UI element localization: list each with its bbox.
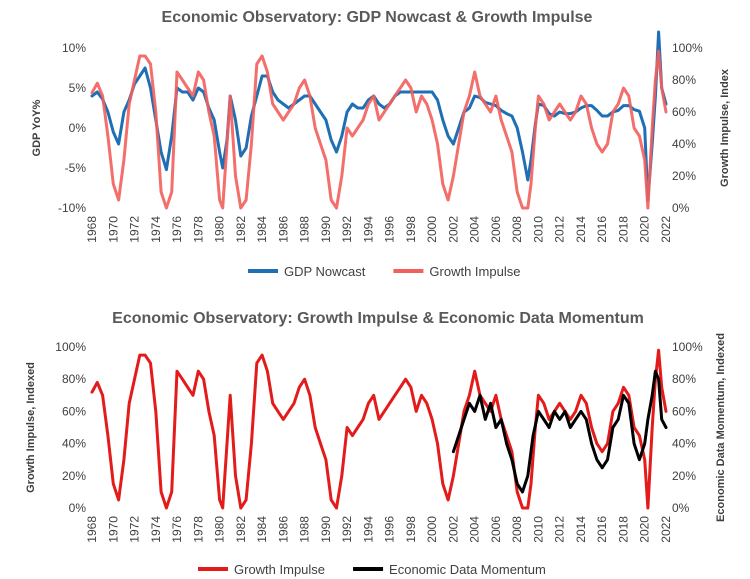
x-tick-label: 2000 [425, 216, 439, 243]
x-tick-label: 2008 [510, 216, 524, 243]
y-axis-label: Growth Impulse, Indexed [25, 362, 37, 493]
x-tick-label: 1976 [170, 216, 184, 243]
series-line-growth-impulse [90, 348, 668, 510]
y-tick-label: 10% [62, 41, 86, 55]
x-tick-label: 2006 [489, 516, 503, 543]
x-tick-label: 2012 [553, 216, 567, 243]
x-tick-label: 2006 [489, 216, 503, 243]
y2-tick-label: 20% [672, 169, 696, 183]
y-tick-label: 40% [62, 437, 86, 451]
x-tick-label: 2016 [595, 216, 609, 243]
x-tick-label: 1988 [298, 516, 312, 543]
x-tick-label: 1992 [340, 516, 354, 543]
x-tick-label: 2002 [446, 216, 460, 243]
gdp-nowcast-chart: Economic Observatory: GDP Nowcast & Grow… [31, 9, 731, 279]
x-tick-label: 1994 [361, 216, 375, 243]
x-tick-label: 2010 [531, 216, 545, 243]
y-tick-label: -5% [65, 161, 87, 175]
y2-tick-label: 60% [672, 105, 696, 119]
legend-label-gdp-nowcast: GDP Nowcast [284, 264, 366, 279]
y-tick-label: 0% [69, 121, 87, 135]
y-tick-label: -10% [58, 201, 86, 215]
x-tick-label: 2004 [468, 216, 482, 243]
x-tick-label: 1984 [255, 516, 269, 543]
x-tick-label: 1982 [234, 516, 248, 543]
y2-tick-label: 100% [672, 41, 703, 55]
x-tick-label: 2016 [595, 516, 609, 543]
x-tick-label: 2022 [659, 516, 673, 543]
y-axis-label: GDP YoY% [31, 99, 43, 156]
x-tick-label: 1984 [255, 216, 269, 243]
x-tick-label: 2014 [574, 516, 588, 543]
y-tick-label: 100% [55, 340, 86, 354]
chart-title: Economic Observatory: Growth Impulse & E… [112, 310, 644, 327]
y2-tick-label: 0% [672, 201, 690, 215]
y2-axis-label: Growth Impulse, Index [719, 68, 731, 187]
x-tick-label: 2020 [638, 216, 652, 243]
y2-tick-label: 40% [672, 437, 696, 451]
x-tick-label: 1982 [234, 216, 248, 243]
x-tick-label: 1998 [404, 516, 418, 543]
x-tick-label: 1978 [191, 216, 205, 243]
x-tick-label: 1986 [276, 516, 290, 543]
x-tick-label: 1996 [383, 516, 397, 543]
x-tick-label: 2004 [468, 516, 482, 543]
y2-tick-label: 40% [672, 137, 696, 151]
y2-tick-label: 80% [672, 73, 696, 87]
x-tick-label: 2010 [531, 516, 545, 543]
x-tick-label: 2022 [659, 216, 673, 243]
x-tick-label: 1986 [276, 216, 290, 243]
x-tick-label: 1970 [106, 516, 120, 543]
y2-tick-label: 100% [672, 340, 703, 354]
series-line-growth-impulse [90, 49, 668, 210]
y-tick-label: 5% [69, 81, 87, 95]
x-tick-label: 1970 [106, 216, 120, 243]
y2-tick-label: 20% [672, 469, 696, 483]
x-tick-label: 1968 [85, 516, 99, 543]
x-tick-label: 1980 [213, 516, 227, 543]
x-tick-label: 1968 [85, 216, 99, 243]
x-tick-label: 1976 [170, 516, 184, 543]
y2-tick-label: 60% [672, 404, 696, 418]
chart-title: Economic Observatory: GDP Nowcast & Grow… [162, 9, 593, 26]
growth-momentum-chart: Economic Observatory: Growth Impulse & E… [0, 296, 750, 579]
y2-axis-label: Economic Data Momentum, Indexed [715, 333, 727, 522]
gdp-nowcast-chart-svg: Economic Observatory: GDP Nowcast & Grow… [31, 9, 731, 279]
legend-label-economic-data-momentum: Economic Data Momentum [389, 562, 546, 577]
x-tick-label: 1990 [319, 516, 333, 543]
y2-tick-label: 0% [672, 501, 690, 515]
x-tick-label: 2008 [510, 516, 524, 543]
y-tick-label: 60% [62, 404, 86, 418]
legend-label-growth-impulse: Growth Impulse [429, 264, 520, 279]
series-line-economic-data-momentum [451, 369, 668, 494]
x-tick-label: 2000 [425, 516, 439, 543]
x-tick-label: 2014 [574, 216, 588, 243]
x-tick-label: 2018 [616, 516, 630, 543]
x-tick-label: 1972 [128, 516, 142, 543]
x-tick-label: 2018 [616, 216, 630, 243]
x-tick-label: 1994 [361, 516, 375, 543]
x-tick-label: 1972 [128, 216, 142, 243]
x-tick-label: 2012 [553, 516, 567, 543]
y-tick-label: 20% [62, 469, 86, 483]
x-tick-label: 1992 [340, 216, 354, 243]
legend-label-growth-impulse: Growth Impulse [234, 562, 325, 577]
x-tick-label: 1990 [319, 216, 333, 243]
y-tick-label: 0% [69, 501, 87, 515]
growth-momentum-chart-svg: Economic Observatory: Growth Impulse & E… [25, 310, 727, 577]
x-tick-label: 1974 [149, 216, 163, 243]
x-tick-label: 1980 [213, 216, 227, 243]
x-tick-label: 1978 [191, 516, 205, 543]
x-tick-label: 2020 [638, 516, 652, 543]
x-tick-label: 1974 [149, 516, 163, 543]
x-tick-label: 1988 [298, 216, 312, 243]
x-tick-label: 2002 [446, 516, 460, 543]
x-tick-label: 1998 [404, 216, 418, 243]
x-tick-label: 1996 [383, 216, 397, 243]
y2-tick-label: 80% [672, 372, 696, 386]
y-tick-label: 80% [62, 372, 86, 386]
